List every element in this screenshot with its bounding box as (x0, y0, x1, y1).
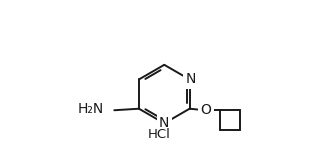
Text: H₂N: H₂N (77, 102, 104, 116)
Text: HCl: HCl (148, 128, 170, 141)
Text: N: N (185, 72, 196, 87)
Text: N: N (159, 116, 170, 130)
Text: O: O (200, 103, 211, 117)
